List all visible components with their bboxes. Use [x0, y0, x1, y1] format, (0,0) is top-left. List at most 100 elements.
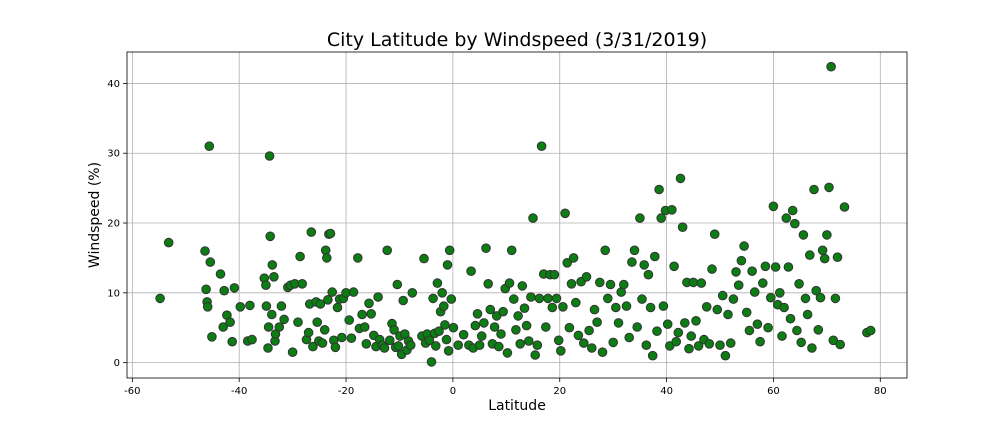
scatter-point: [357, 309, 367, 320]
scatter-point: [319, 325, 330, 335]
scatter-point: [787, 205, 798, 216]
y-axis-ticks: 0 10 20 30 40: [107, 79, 127, 369]
scatter-point: [835, 339, 846, 350]
scatter-point: [315, 299, 326, 309]
scatter-point: [712, 304, 723, 315]
scatter-point: [426, 357, 437, 367]
scatter-point: [353, 253, 363, 263]
scatter-point: [229, 283, 240, 293]
scatter-point: [444, 245, 455, 256]
scatter-point: [637, 294, 647, 304]
scatter-point: [551, 293, 562, 304]
scatter-point: [205, 257, 216, 267]
scatter-point: [517, 281, 528, 291]
scatter-point: [584, 325, 594, 336]
scatter-point: [532, 340, 543, 351]
scatter-point: [766, 292, 776, 303]
x-tick-label: 40: [660, 386, 673, 397]
scatter-point: [263, 343, 273, 353]
scatter-point: [267, 309, 277, 320]
scatter-point: [643, 269, 654, 280]
scatter-point: [731, 267, 741, 277]
scatter-point: [589, 304, 600, 315]
scatter-point: [434, 326, 444, 337]
scatter-point: [337, 332, 347, 343]
scatter-point: [790, 218, 800, 229]
scatter-point: [652, 326, 662, 337]
scatter-point: [502, 348, 513, 358]
scatter-point: [202, 302, 213, 312]
scatter-point: [656, 213, 667, 223]
x-axis-ticks: -60 -40 -20 0 20 40 60 80: [124, 378, 887, 397]
scatter-point: [509, 294, 519, 304]
scatter-point: [325, 228, 336, 239]
scatter-point: [785, 313, 796, 324]
scatter-point: [323, 295, 333, 305]
scatter-point: [658, 301, 669, 311]
scatter-point: [691, 316, 701, 326]
scatter-point: [824, 182, 834, 193]
scatter-point: [715, 340, 725, 351]
scatter-point: [770, 262, 781, 272]
x-tick-label: 80: [874, 386, 887, 397]
scatter-point: [498, 306, 508, 317]
scatter-point: [704, 339, 715, 349]
scatter-point: [662, 319, 673, 330]
scatter-point: [611, 302, 621, 313]
scatter-point: [428, 293, 438, 304]
scatter-point: [755, 336, 765, 347]
scatter-point: [506, 245, 517, 256]
scatter-point: [677, 222, 688, 232]
scatter-point: [489, 322, 500, 332]
scatter-point: [549, 269, 560, 280]
scatter-point: [276, 301, 287, 311]
scatter-point: [736, 255, 747, 266]
scatter-point: [513, 311, 523, 321]
scatter-point: [760, 261, 771, 272]
scatter-point: [446, 294, 457, 304]
scatter-point: [317, 338, 328, 348]
scatter-point: [521, 320, 532, 331]
scatter-point: [348, 287, 359, 297]
scatter-point: [564, 322, 575, 333]
scatter-point: [566, 279, 577, 289]
scatter-point: [693, 341, 704, 351]
scatter-point: [815, 292, 826, 303]
scatter-point: [346, 333, 357, 344]
scatter-point: [717, 290, 728, 301]
y-tick-label: 30: [107, 149, 120, 160]
scatter-point: [701, 302, 712, 312]
scatter-point: [344, 315, 355, 325]
scatter-point: [560, 208, 570, 219]
scatter-point: [437, 288, 448, 298]
scatter-point: [432, 278, 443, 288]
scatter-point: [805, 250, 815, 260]
scatter-point: [431, 341, 441, 351]
scatter-point: [392, 279, 403, 290]
scatter-point: [327, 287, 338, 297]
scatter-point: [639, 260, 650, 270]
scatter-point: [768, 201, 779, 212]
scatter-point: [227, 336, 237, 347]
scatter-point: [752, 319, 763, 330]
scatter-point: [741, 307, 752, 318]
scatter-point: [632, 322, 643, 332]
scatter-point: [207, 332, 217, 342]
scatter-point: [647, 350, 658, 361]
scatter-point: [536, 141, 547, 151]
scatter-point: [470, 320, 481, 331]
scatter-point: [219, 285, 229, 296]
scatter-point: [218, 322, 228, 332]
scatter-point: [511, 325, 521, 335]
scatter-point: [654, 184, 664, 195]
scatter-point: [613, 318, 624, 328]
x-tick-label: -60: [124, 386, 140, 397]
scatter-point: [684, 343, 694, 354]
scatter-point: [269, 272, 279, 282]
scatter-point: [832, 252, 843, 263]
scatter-point: [696, 278, 707, 288]
scatter-point: [641, 340, 652, 351]
x-axis-label: Latitude: [488, 398, 546, 414]
scatter-point: [547, 302, 558, 313]
x-tick-label: -40: [231, 386, 247, 397]
